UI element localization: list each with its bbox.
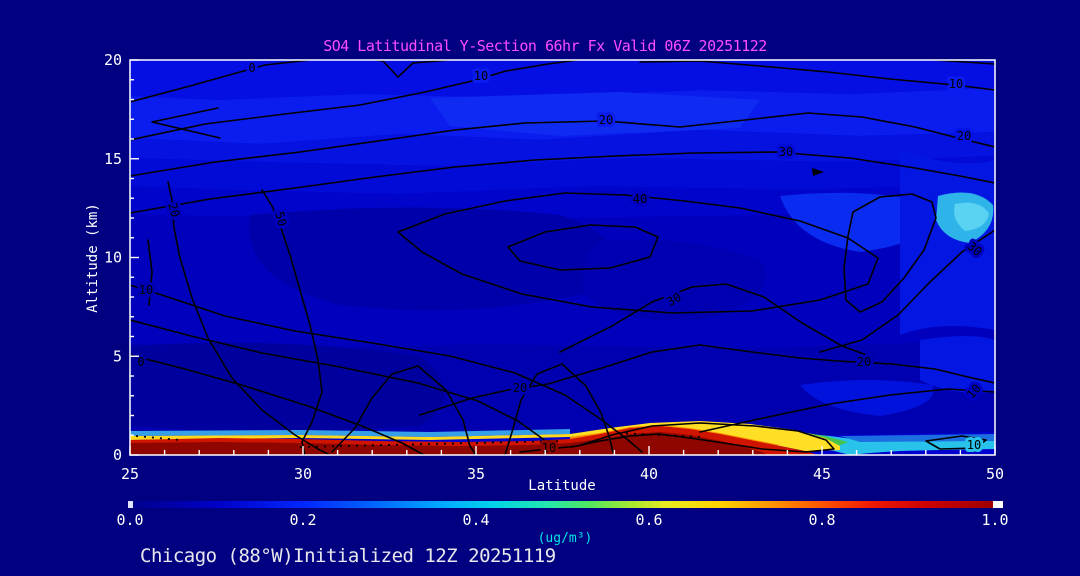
colorbar: 0.0 0.2 0.4 0.6 0.8 1.0 (ug/m³) — [116, 501, 1009, 546]
y-tick-label: 15 — [104, 150, 122, 168]
contour-shape — [925, 435, 987, 450]
x-tick-label: 50 — [986, 465, 1004, 483]
colorbar-tick-label: 0.0 — [116, 511, 143, 529]
y-tick-label: 20 — [104, 51, 122, 69]
colorbar-tick-label: 0.2 — [289, 511, 316, 529]
contour-shape — [920, 336, 995, 393]
colorbar-gradient — [133, 501, 993, 508]
x-tick-label: 25 — [121, 465, 139, 483]
x-tick-label: 35 — [467, 465, 485, 483]
colorbar-left-cap — [128, 501, 133, 508]
contour-label: 10 — [139, 283, 153, 297]
contour-label: 20 — [599, 113, 613, 127]
colorbar-tick-label: 1.0 — [981, 511, 1008, 529]
y-tick-label: 10 — [104, 249, 122, 267]
contour-shape — [130, 130, 995, 166]
colorbar-right-cap — [993, 501, 1003, 508]
contour-shape — [130, 112, 995, 177]
contour-shape — [249, 207, 614, 310]
contour-shape — [812, 168, 824, 176]
contour-shape — [504, 363, 614, 455]
contour-shape — [130, 60, 584, 141]
colorbar-tick-labels: 0.0 0.2 0.4 0.6 0.8 1.0 — [116, 511, 1008, 529]
contour-shape — [151, 107, 221, 139]
contour-shape — [130, 319, 557, 452]
colorbar-units-label: (ug/m³) — [538, 531, 593, 546]
contour-shape — [130, 354, 425, 455]
contour-shape — [130, 342, 445, 431]
contour-shape — [130, 60, 995, 103]
contour-label: 0 — [137, 355, 144, 369]
colorbar-tick-label: 0.8 — [808, 511, 835, 529]
contour-shape — [843, 193, 937, 313]
contour-shape — [147, 239, 153, 306]
contour-label: 20 — [857, 355, 871, 369]
chart-title: SO4 Latitudinal Y-Section 66hr Fx Valid … — [323, 37, 767, 55]
contour-shape — [819, 229, 995, 353]
y-tick-label: 0 — [113, 446, 122, 464]
contour-label: 0 — [248, 61, 255, 75]
contour-shape — [617, 432, 701, 438]
x-axis-label: Latitude — [528, 478, 595, 494]
init-annotation: Chicago (88°W)Initialized 12Z 20251119 — [140, 545, 556, 567]
contour-shape — [900, 150, 995, 335]
contour-lines — [130, 60, 995, 455]
contour-shape — [699, 388, 995, 433]
contour-shape — [519, 422, 835, 453]
contour-label: 10 — [542, 441, 556, 455]
contour-shape — [419, 344, 995, 416]
x-tick-label: 45 — [813, 465, 831, 483]
colorbar-tick-label: 0.4 — [462, 511, 489, 529]
contour-shape — [130, 151, 995, 214]
contour-shape — [582, 239, 766, 321]
contour-shape — [261, 189, 323, 455]
contour-shape — [507, 224, 659, 271]
contour-shape — [130, 60, 995, 100]
contour-label: 20 — [513, 381, 527, 395]
contour-label: 30 — [779, 145, 793, 159]
contour-shape — [130, 156, 995, 194]
contour-label: 20 — [957, 129, 971, 143]
contour-shape — [130, 432, 768, 455]
contour-label: 10 — [967, 438, 981, 452]
x-axis-ticks: 25 30 35 40 45 50 — [121, 446, 1004, 483]
contour-shape — [639, 60, 995, 91]
x-tick-label: 30 — [294, 465, 312, 483]
contour-label: 40 — [633, 192, 647, 206]
contour-label: 10 — [949, 77, 963, 91]
contour-shape — [954, 202, 989, 231]
contour-shape — [299, 440, 561, 448]
colorbar-tick-label: 0.6 — [635, 511, 662, 529]
y-axis-ticks: 0 5 10 15 20 — [104, 51, 139, 464]
contour-shape — [331, 365, 477, 455]
y-tick-label: 5 — [113, 347, 122, 365]
y-axis-label: Altitude (km) — [85, 203, 101, 313]
x-tick-label: 40 — [640, 465, 658, 483]
contour-label: 10 — [474, 69, 488, 83]
contour-shape — [130, 284, 643, 453]
contour-shape — [559, 283, 873, 358]
contour-shape — [397, 192, 879, 314]
